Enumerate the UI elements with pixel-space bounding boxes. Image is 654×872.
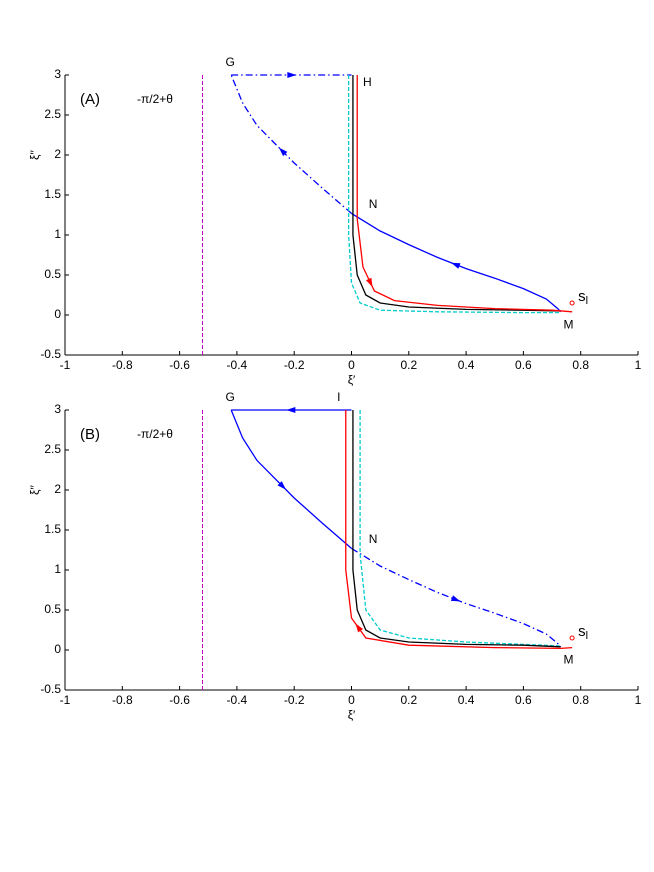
point-label-main: s: [578, 623, 586, 640]
point-name: G: [225, 390, 234, 404]
y-tick-label: 2: [54, 482, 61, 496]
x-tick-label: 0.4: [458, 358, 475, 372]
panel-label: (B): [80, 426, 100, 443]
x-tick-label: -0.2: [284, 358, 305, 372]
panel-label: (A): [80, 91, 100, 108]
x-tick-label: -0.8: [112, 693, 133, 707]
x-tick-label: 0.8: [572, 358, 589, 372]
y-axis-label: ξ′′: [28, 484, 42, 495]
point-label: sl: [578, 288, 588, 307]
arrow-head: [450, 595, 461, 602]
x-axis-label: ξ′: [348, 708, 356, 722]
y-tick-label: 0: [54, 642, 61, 656]
arrow-head: [365, 277, 373, 288]
point-label-sub: l: [586, 630, 588, 642]
trajectory: [352, 75, 561, 312]
point-name: I: [337, 390, 340, 404]
point-name: G: [225, 55, 234, 69]
x-tick-label: -0.2: [284, 693, 305, 707]
y-tick-label: -0.5: [40, 682, 61, 696]
arrow-head: [451, 262, 461, 269]
x-tick-label: 0.2: [400, 693, 417, 707]
arrow-head: [277, 481, 286, 490]
x-tick-label: 0: [348, 358, 355, 372]
point-name: M: [564, 653, 574, 667]
y-tick-label: 0.5: [44, 602, 61, 616]
x-tick-label: -0.8: [112, 358, 133, 372]
x-tick-label: -0.6: [169, 358, 190, 372]
x-tick-label: 0.4: [458, 693, 475, 707]
point-label-main: s: [578, 288, 586, 305]
point: [569, 300, 575, 306]
point-label: sl: [578, 623, 588, 642]
x-tick-label: 0: [348, 693, 355, 707]
arrow-head: [355, 623, 364, 633]
x-tick-label: -0.4: [227, 358, 248, 372]
point-label-sub: l: [586, 295, 588, 307]
y-tick-label: 3: [54, 402, 61, 416]
y-tick-label: 1: [54, 562, 61, 576]
x-tick-label: 0.6: [515, 358, 532, 372]
trajectory: [347, 75, 561, 314]
point-name: M: [564, 318, 574, 332]
annotation: -π/2+θ: [137, 92, 173, 106]
x-tick-label: -1: [60, 693, 71, 707]
panel: -1 -0.8 -0.6 -0.4 -0.2 0 0.2 0.4 0.6 0.8 1 -0.5 0 0.5…: [28, 55, 641, 387]
x-tick-label: -0.4: [227, 693, 248, 707]
panel: -1 -0.8 -0.6 -0.4 -0.2 0 0.2 0.4 0.6 0.8 1 -0.5 0 0.5…: [28, 390, 641, 722]
x-axis-label: ξ′: [348, 373, 356, 387]
y-tick-label: 2.5: [44, 107, 61, 121]
arrow-head: [278, 147, 288, 157]
point: [569, 635, 575, 641]
trajectory: [359, 410, 561, 647]
point-name: H: [363, 75, 372, 89]
trajectory: [230, 74, 352, 214]
x-tick-label: 1: [635, 693, 642, 707]
x-tick-label: 1: [635, 358, 642, 372]
trajectory: [345, 410, 573, 650]
y-tick-label: 0: [54, 307, 61, 321]
y-tick-label: 1.5: [44, 522, 61, 536]
y-tick-label: 0.5: [44, 267, 61, 281]
trajectory: [351, 212, 562, 313]
x-tick-label: 0.2: [400, 358, 417, 372]
trajectory: [352, 410, 561, 648]
y-tick-label: 1: [54, 227, 61, 241]
trajectory: [356, 75, 573, 313]
x-tick-label: 0.8: [572, 693, 589, 707]
arrow-head: [286, 407, 296, 413]
point-name: N: [369, 532, 378, 546]
point-name: N: [369, 197, 378, 211]
y-axis-label: ξ′′: [28, 149, 42, 160]
x-tick-label: 0.6: [515, 693, 532, 707]
y-tick-label: -0.5: [40, 347, 61, 361]
y-tick-label: 3: [54, 67, 61, 81]
y-tick-label: 2: [54, 147, 61, 161]
arrow-head: [287, 72, 297, 78]
trajectory: [230, 409, 352, 549]
x-tick-label: -1: [60, 358, 71, 372]
x-tick-label: -0.6: [169, 693, 190, 707]
trajectory: [351, 547, 562, 648]
y-tick-label: 2.5: [44, 442, 61, 456]
annotation: -π/2+θ: [137, 427, 173, 441]
y-tick-label: 1.5: [44, 187, 61, 201]
